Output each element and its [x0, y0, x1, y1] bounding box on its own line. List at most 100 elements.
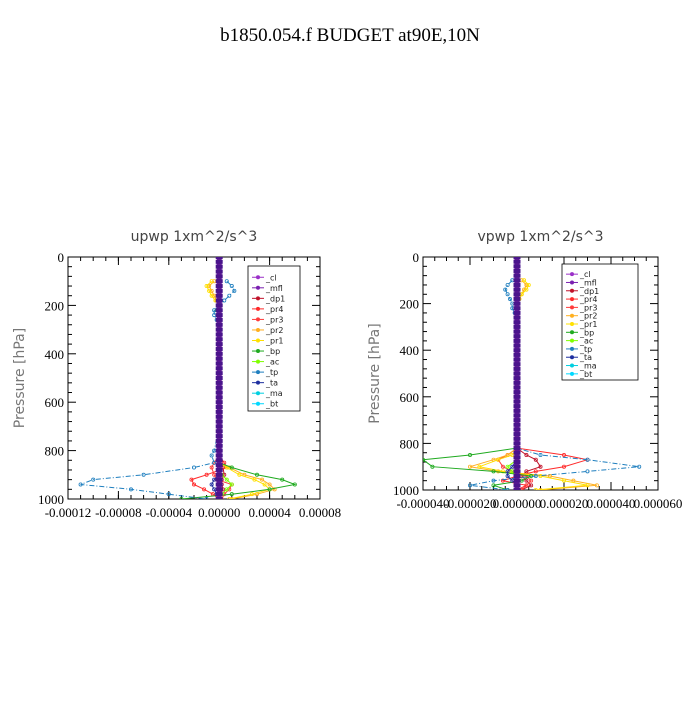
zero-column-marker: [215, 342, 223, 347]
series-point-pr4: [189, 477, 194, 482]
series-point-pr2: [207, 284, 212, 289]
series-point-dp1: [533, 457, 538, 462]
series-point-dp1: [524, 453, 529, 458]
series-point-pr4: [191, 482, 196, 487]
series-point-pr3: [529, 478, 534, 483]
series-point-bp: [423, 457, 425, 462]
legend-marker: [256, 285, 260, 290]
legend-marker: [570, 363, 574, 368]
series-point-tp: [224, 279, 229, 284]
zero-column-marker: [215, 448, 223, 453]
legend-marker: [570, 272, 574, 277]
series-point-dp1: [529, 483, 534, 488]
zero-column-marker: [513, 469, 521, 474]
zero-column-marker: [513, 464, 521, 469]
zero-column-marker: [513, 348, 521, 353]
series-point-pr1: [526, 282, 531, 287]
zero-column-marker: [215, 356, 223, 361]
series-point-pr3: [209, 465, 214, 470]
zero-column-marker: [215, 317, 223, 322]
series-point-pr1: [524, 287, 529, 292]
y-tick-label: 600: [400, 390, 420, 405]
y-tick-label: 0: [58, 250, 65, 265]
zero-column-marker: [513, 264, 521, 269]
zero-column-marker: [513, 352, 521, 357]
series-point-pr4: [500, 478, 505, 483]
series-point-tp: [128, 487, 133, 492]
series-point-pr2: [267, 482, 272, 487]
legend-label: _cl: [579, 270, 591, 279]
zero-column-marker: [215, 293, 223, 298]
figure-title: b1850.054.f BUDGET at90E,10N: [220, 25, 480, 46]
series-point-pr1: [496, 457, 501, 462]
zero-column-marker: [513, 257, 521, 259]
zero-column-marker: [215, 409, 223, 414]
zero-column-marker: [215, 269, 223, 274]
series-point-tp: [585, 457, 590, 462]
zero-column-marker: [215, 414, 223, 419]
zero-column-marker: [513, 371, 521, 376]
zero-column-marker: [215, 346, 223, 351]
legend-label: _pr2: [265, 326, 283, 335]
legend-marker: [256, 306, 260, 311]
series-point-pr1: [207, 288, 212, 293]
series-point-pr2: [524, 282, 529, 287]
zero-column-marker: [513, 306, 521, 311]
zero-column-marker: [513, 287, 521, 292]
series-point-pr4: [562, 464, 567, 469]
series-point-tp: [141, 472, 146, 477]
zero-column-marker: [513, 478, 521, 483]
y-tick-label: 0: [413, 250, 420, 265]
zero-column-marker: [215, 453, 223, 458]
legend-label: _tp: [579, 345, 592, 354]
zero-column-marker: [215, 288, 223, 293]
zero-column-marker: [513, 301, 521, 306]
zero-column-marker: [513, 310, 521, 315]
zero-column-marker: [215, 313, 223, 318]
series-point-bp: [430, 464, 435, 469]
legend-marker: [570, 338, 574, 343]
legend-marker: [570, 297, 574, 302]
zero-column-marker: [215, 327, 223, 332]
series-point-pr2: [467, 464, 472, 469]
legend-marker: [570, 371, 574, 376]
chart-panel-2: vpwp 1xm^2/s^3 0 200 400 600 800 1000-0.000040…: [367, 229, 682, 511]
series-point-pr1: [562, 478, 567, 483]
series-point-pr3: [227, 487, 232, 492]
legend-marker: [256, 391, 260, 396]
series-point-ac: [505, 464, 510, 469]
legend-label: _pr1: [265, 337, 283, 346]
legend-marker: [256, 370, 260, 375]
series-point-bp: [229, 492, 234, 497]
y-axis-label: Pressure [hPa]: [12, 328, 28, 428]
zero-column-marker: [215, 400, 223, 405]
zero-column-marker: [513, 366, 521, 371]
legend-marker: [256, 338, 260, 343]
series-point-pr1: [227, 497, 232, 499]
series-point-pr1: [510, 453, 515, 458]
x-tick-label: -0.00012: [45, 505, 92, 520]
y-tick-label: 400: [45, 347, 65, 362]
series-point-tp: [538, 453, 543, 458]
zero-column-marker: [215, 405, 223, 410]
series-point-pr3: [524, 483, 529, 488]
legend-label: _bp: [579, 328, 594, 337]
zero-column-marker: [215, 259, 223, 264]
series-point-tp: [491, 478, 496, 483]
zero-column-marker: [215, 429, 223, 434]
legend-label: _dp1: [265, 294, 285, 303]
x-tick-label: 0.00000: [198, 505, 240, 520]
y-tick-label: 200: [45, 298, 65, 313]
zero-column-marker: [513, 436, 521, 441]
zero-column-marker: [215, 279, 223, 284]
chart-title: upwp 1xm^2/s^3: [131, 229, 258, 245]
zero-column-marker: [215, 458, 223, 463]
zero-column-marker: [513, 404, 521, 409]
series-point-tp: [191, 465, 196, 470]
series-point-tp: [467, 483, 472, 488]
zero-column-marker: [215, 492, 223, 497]
x-tick-label: 0.000060: [634, 496, 683, 511]
series-point-tp: [507, 296, 512, 301]
series-point-pr2: [260, 477, 265, 482]
zero-column-marker: [215, 380, 223, 385]
